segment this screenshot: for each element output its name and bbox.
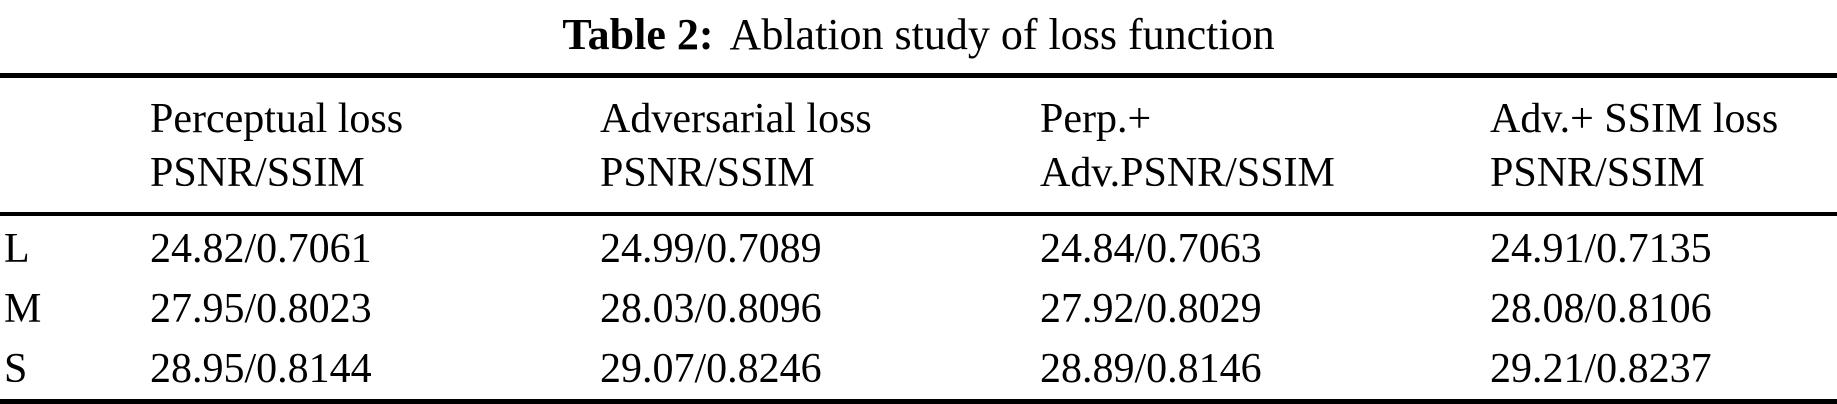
column-header-line1: Perp.+ — [1040, 96, 1152, 142]
header-cell-adv-ssim: Adv.+ SSIM loss PSNR/SSIM — [1490, 76, 1837, 215]
header-cell-perceptual: Perceptual loss PSNR/SSIM — [150, 76, 600, 215]
table-row: M 27.95/0.8023 28.03/0.8096 27.92/0.8029… — [0, 279, 1837, 339]
table-cell: 28.08/0.8106 — [1490, 286, 1712, 332]
table-cell: 28.95/0.8144 — [150, 346, 372, 392]
table-caption-text: Ablation study of loss function — [729, 10, 1275, 59]
header-cell-perp-adv: Perp.+ Adv.PSNR/SSIM — [1040, 76, 1490, 215]
table-cell: 27.92/0.8029 — [1040, 286, 1262, 332]
table-cell: 24.99/0.7089 — [600, 226, 822, 272]
table-cell: 29.21/0.8237 — [1490, 346, 1712, 392]
column-header-line2: PSNR/SSIM — [1490, 150, 1705, 196]
column-header-line2: PSNR/SSIM — [600, 150, 815, 196]
table-row: L 24.82/0.7061 24.99/0.7089 24.84/0.7063… — [0, 214, 1837, 279]
table-cell: 28.03/0.8096 — [600, 286, 822, 332]
table-cell: 28.89/0.8146 — [1040, 346, 1262, 392]
table-caption-label: Table 2: — [562, 10, 714, 59]
table-row: S 28.95/0.8144 29.07/0.8246 28.89/0.8146… — [0, 339, 1837, 402]
row-label: M — [4, 286, 42, 332]
column-header-line2: PSNR/SSIM — [150, 150, 365, 196]
table-cell: 24.82/0.7061 — [150, 226, 372, 272]
header-cell-adversarial: Adversarial loss PSNR/SSIM — [600, 76, 1040, 215]
column-header-line1: Perceptual loss — [150, 96, 404, 142]
row-label: S — [4, 346, 28, 392]
table-cell: 27.95/0.8023 — [150, 286, 372, 332]
table-caption: Table 2: Ablation study of loss function — [0, 0, 1837, 73]
column-header-line1: Adversarial loss — [600, 96, 872, 142]
ablation-table: Perceptual loss PSNR/SSIM Adversarial lo… — [0, 73, 1837, 404]
table-cell: 29.07/0.8246 — [600, 346, 822, 392]
column-header-line1: Adv.+ SSIM loss — [1490, 96, 1779, 142]
header-row: Perceptual loss PSNR/SSIM Adversarial lo… — [0, 75, 1837, 215]
header-cell-empty — [0, 76, 150, 215]
row-label: L — [4, 226, 30, 272]
column-header-line2: Adv.PSNR/SSIM — [1040, 150, 1335, 196]
table-cell: 24.84/0.7063 — [1040, 226, 1262, 272]
table-cell: 24.91/0.7135 — [1490, 226, 1712, 272]
